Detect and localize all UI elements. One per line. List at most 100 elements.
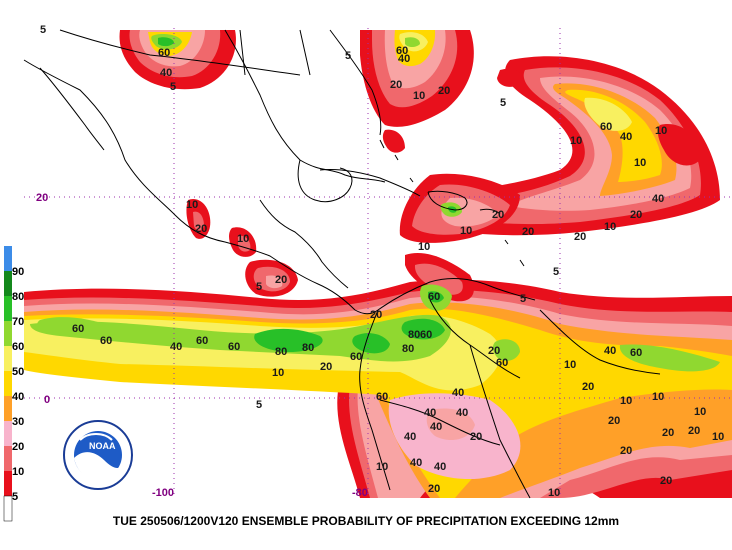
e-blob [657,124,700,166]
contour-label: 20 [630,209,642,221]
precipitation-field [24,30,732,498]
legend-swatch-0 [3,495,13,522]
sa-north-coast [377,278,536,311]
col-blob4 [428,291,444,303]
gulf-coast [224,29,386,183]
itcz-west-70 [37,317,111,336]
contour-label: 40 [652,193,664,205]
atl-40 [565,89,662,182]
contour-label: 40 [456,407,468,419]
legend-swatch-40 [4,371,12,396]
contour-label: 10 [376,461,388,473]
nwmx-80 [158,37,174,47]
contour-label: 60 [350,351,362,363]
contour-label: 40 [398,53,410,65]
mx-blob2 [193,211,204,231]
contour-label: 5 [256,281,262,293]
contour-label: 40 [170,341,182,353]
sa-west-coast [359,309,391,491]
puerto-rico [479,208,501,215]
contour-label: 60 [228,341,240,353]
contour-label: 20 [275,274,287,286]
contour-label: 40 [430,421,442,433]
contour-label: 20 [428,483,440,495]
ca-blob2 [238,235,251,252]
itcz-80 [254,328,323,352]
lat-label-20: 20 [36,192,48,204]
contour-label: 5 [170,81,176,93]
sa-border3 [379,399,501,446]
legend-swatch-50 [4,346,12,371]
legend-swatch-10 [4,446,12,471]
contour-label: 10 [418,241,430,253]
contour-label: 5 [520,293,526,305]
contour-label: 20 [660,475,672,487]
legend-swatch-60 [4,321,12,346]
itcz-80c [401,318,445,340]
noaa-logo: NOAA [63,420,133,490]
contour-label: 40 [160,67,172,79]
hispaniola [427,190,468,211]
contour-label: 10 [272,367,284,379]
seus-80 [405,37,420,47]
pac-blob3 [266,275,283,289]
contour-label: 5 [345,50,351,62]
contour-label: 60 [158,47,170,59]
sa-green [492,339,520,361]
contour-label: 40 [410,457,422,469]
contour-label: 20 [320,361,332,373]
atl-60 [584,97,632,131]
legend-label-60: 60 [12,341,24,353]
contour-label: 20 [522,226,534,238]
contour-label: 60 [72,323,84,335]
contour-label: 20 [574,231,586,243]
us-borders [59,29,311,76]
legend-label-10: 10 [12,466,24,478]
contour-label: 5 [500,97,506,109]
coastlines [23,29,661,499]
legend-label-50: 50 [12,366,24,378]
contour-label: 60 [420,329,432,341]
legend-swatch-30 [4,396,12,421]
legend-label-80: 80 [12,291,24,303]
central-america [259,199,349,289]
baja [39,67,105,151]
contour-label: 10 [570,135,582,147]
probability-legend: 90 80 70 60 50 40 30 20 10 5 [3,246,24,522]
contour-label: 10 [564,359,576,371]
legend-swatch-90 [4,246,12,271]
contour-label: 10 [694,406,706,418]
contour-label: 20 [662,427,674,439]
contour-label: 60 [396,45,408,57]
contour-label: 20 [370,309,382,321]
legend-swatch-80 [4,271,12,296]
legend-label-20: 20 [12,441,24,453]
legend-label-70: 70 [12,316,24,328]
legend-label-40: 40 [12,391,24,403]
legend-swatch-5 [4,471,12,496]
legend-label-5: 5 [12,491,18,503]
contour-label: 60 [100,335,112,347]
contour-label: 20 [438,85,450,97]
contour-label: 10 [413,90,425,102]
contour-label: 60 [196,335,208,347]
contour-label: 10 [634,157,646,169]
contour-label: 10 [460,225,472,237]
us-mexico-coast [23,59,379,315]
legend-label-30: 30 [12,416,24,428]
contour-label: 60 [600,121,612,133]
legend-swatch-70 [4,296,12,321]
contour-labels: 5 60 40 5 60 40 20 10 20 60 40 10 10 10 … [40,24,724,499]
col-blob2 [414,263,463,295]
lat-label-0: 0 [44,394,50,406]
contour-label: 40 [620,131,632,143]
lon-label-100: -100 [152,487,174,499]
contour-label: 20 [390,79,402,91]
contour-label: 20 [492,209,504,221]
contour-label: 10 [186,199,198,211]
contour-label: 20 [620,445,632,457]
legend-swatch-20 [4,421,12,446]
contour-label: 80 [275,346,287,358]
contour-label: 10 [548,487,560,499]
